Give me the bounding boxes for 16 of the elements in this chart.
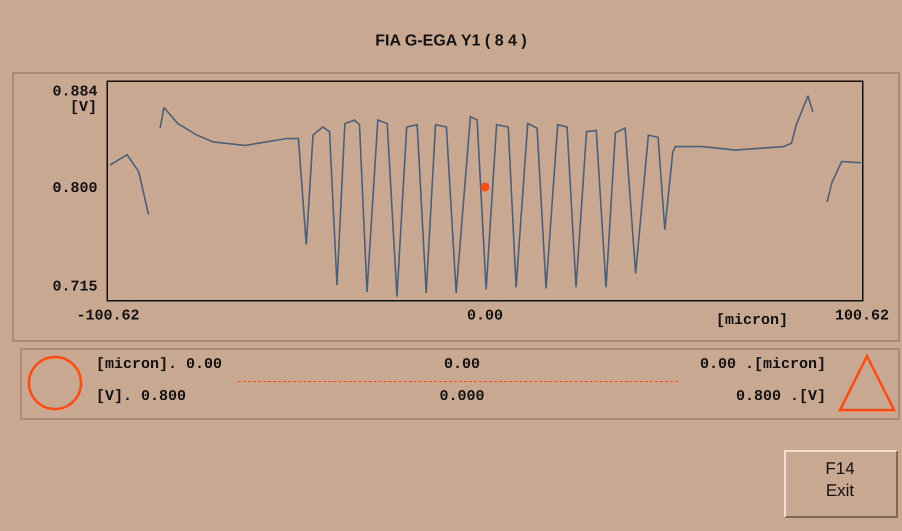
x-tick-label: -100.62	[76, 308, 140, 324]
text: [V]. 0.800	[96, 388, 186, 405]
text: 0.00 .[micron]	[700, 356, 826, 373]
text: 0.00	[444, 356, 480, 373]
x-tick-label: 100.62	[834, 308, 890, 324]
y-tick-label: 0.884	[52, 83, 98, 100]
x-tick-label: 0.00	[466, 308, 504, 324]
chart-title: FIA G-EGA Y1 ( 8 4 )	[375, 32, 527, 50]
text: [micron]. 0.00	[96, 356, 222, 373]
text: 0.800 .[V]	[736, 388, 826, 405]
x-axis-title: [micron]	[716, 312, 788, 329]
text: F14 Exit	[825, 458, 855, 502]
y-axis-title: [V]	[70, 99, 98, 116]
y-tick-label: 0.800	[52, 180, 98, 198]
text: 0.000	[439, 388, 485, 405]
y-tick-label: 0.715	[52, 278, 98, 296]
